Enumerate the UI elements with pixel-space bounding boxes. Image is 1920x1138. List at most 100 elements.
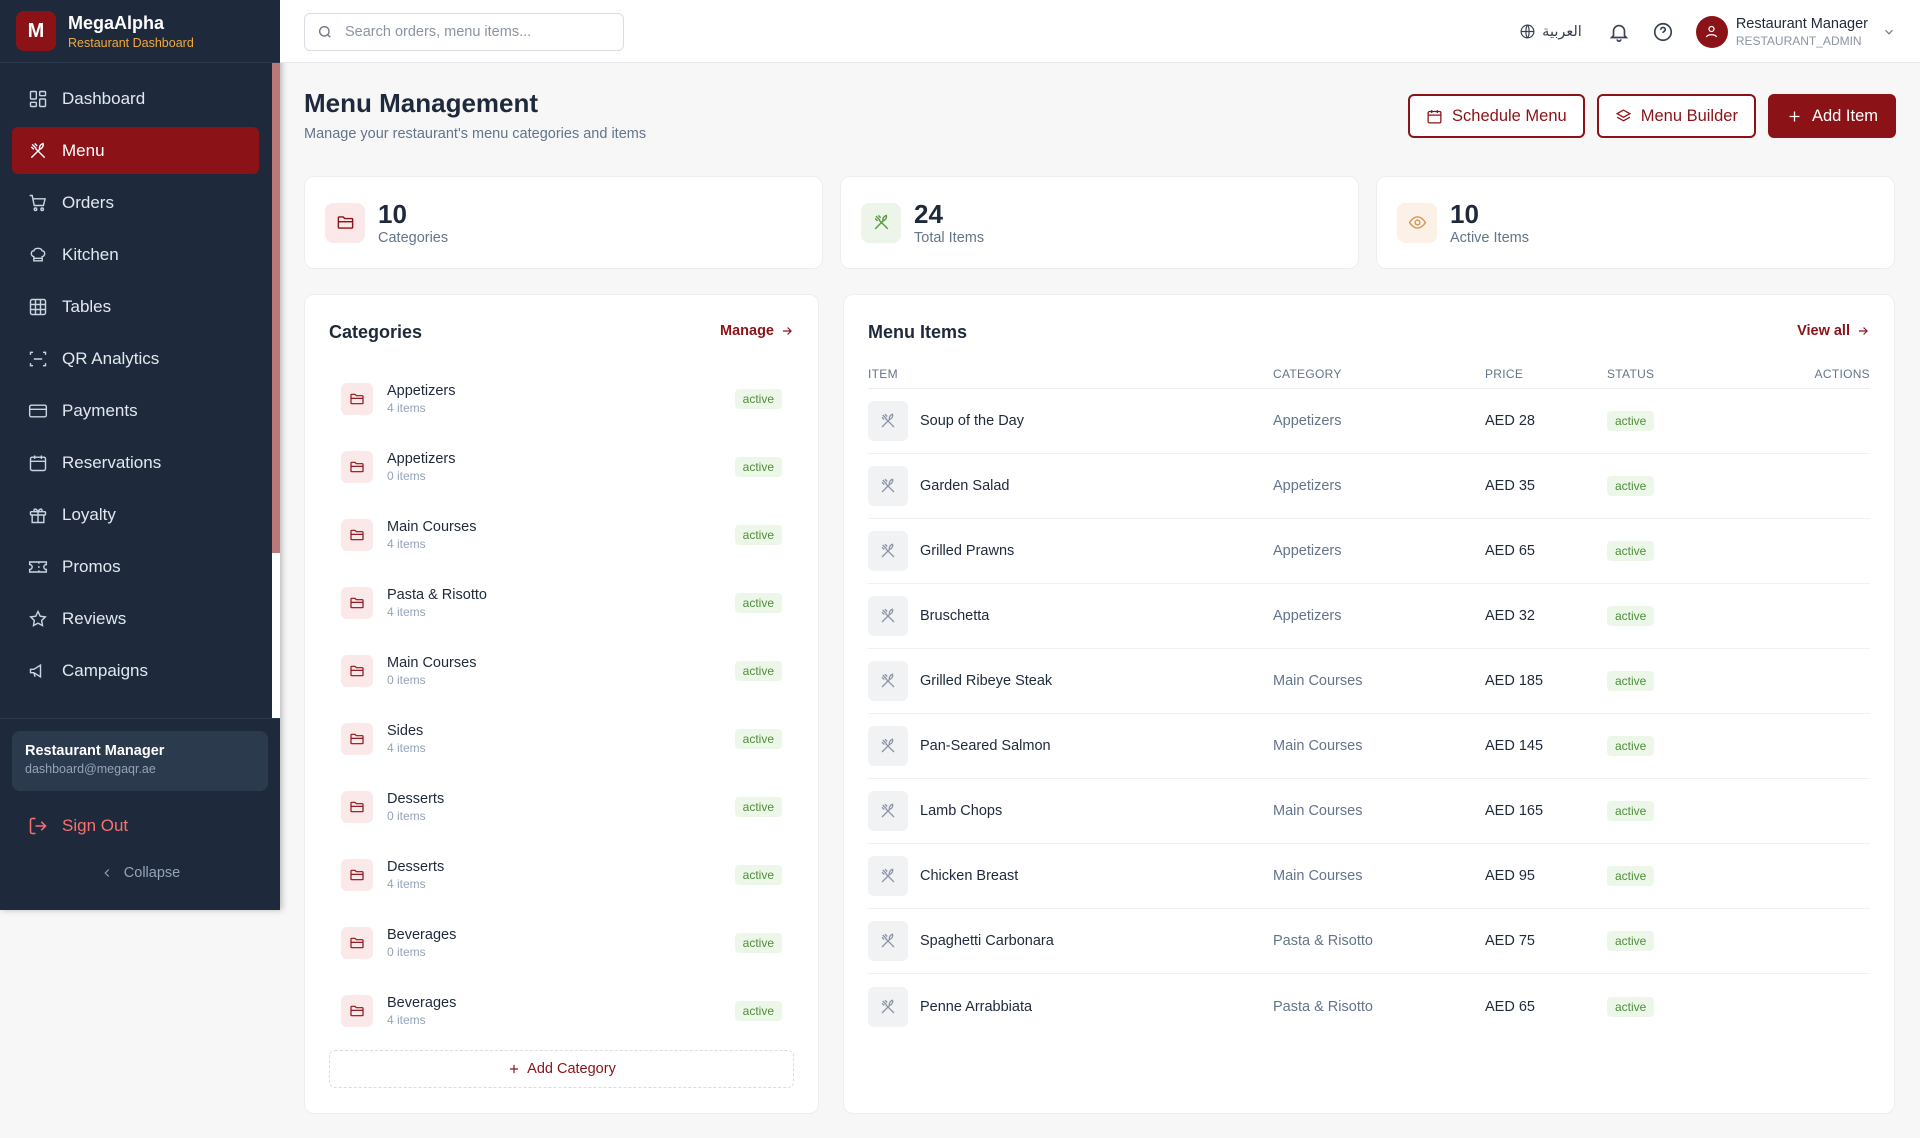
- menu-builder-label: Menu Builder: [1640, 106, 1738, 125]
- stat-label: Categories: [378, 229, 449, 246]
- sidebar-item-reservations[interactable]: Reservations: [12, 439, 259, 486]
- table-row[interactable]: Grilled Prawns Appetizers AED 65 active: [868, 519, 1870, 584]
- list-item[interactable]: Sides 4 items active: [329, 705, 794, 773]
- list-item[interactable]: Appetizers 4 items active: [329, 365, 794, 433]
- table-row[interactable]: Grilled Ribeye Steak Main Courses AED 18…: [868, 649, 1870, 714]
- language-switcher[interactable]: العربية: [1519, 23, 1582, 40]
- search-box[interactable]: [304, 13, 624, 51]
- stat-label: Total Items: [914, 229, 985, 246]
- category-name: Sides: [387, 723, 424, 739]
- item-category: Main Courses: [1273, 803, 1363, 819]
- brand[interactable]: M MegaAlpha Restaurant Dashboard: [0, 0, 280, 63]
- status-badge: active: [734, 729, 782, 749]
- item-price: AED 65: [1485, 998, 1535, 1015]
- item-name: Penne Arrabbiata: [920, 998, 1033, 1015]
- table-row[interactable]: Bruschetta Appetizers AED 32 active: [868, 584, 1870, 649]
- utensils-icon: [30, 142, 46, 158]
- table-row[interactable]: Penne Arrabbiata Pasta & Risotto AED 65 …: [868, 974, 1870, 1039]
- sidebar-item-tables[interactable]: Tables: [12, 283, 259, 330]
- qr-scan-icon: [29, 351, 47, 366]
- sidebar-item-reviews[interactable]: Reviews: [12, 595, 259, 642]
- sidebar-scrollbar[interactable]: [272, 63, 280, 718]
- list-item[interactable]: Pasta & Risotto 4 items active: [329, 569, 794, 637]
- sign-out-label: Sign Out: [62, 816, 129, 835]
- table-row[interactable]: Lamb Chops Main Courses AED 165 active: [868, 779, 1870, 844]
- menu-builder-button[interactable]: Menu Builder: [1596, 94, 1756, 138]
- credit-card-icon: [28, 403, 48, 418]
- folder-icon: [350, 461, 364, 473]
- sidebar-item-qr-analytics[interactable]: QR Analytics: [12, 335, 259, 382]
- table-row[interactable]: Spaghetti Carbonara Pasta & Risotto AED …: [868, 909, 1870, 974]
- add-item-button[interactable]: Add Item: [1767, 94, 1896, 138]
- category-count: 4 items: [387, 877, 426, 891]
- help-icon[interactable]: [1652, 21, 1674, 43]
- category-icon-box: [341, 859, 373, 891]
- bell-icon[interactable]: [1608, 21, 1630, 43]
- sidebar-item-campaigns[interactable]: Campaigns: [12, 647, 259, 694]
- view-all-link[interactable]: View all: [1797, 323, 1870, 339]
- sidebar-item-menu[interactable]: Menu: [12, 127, 259, 174]
- list-item[interactable]: Main Courses 0 items active: [329, 637, 794, 705]
- brand-subtitle: Restaurant Dashboard: [68, 35, 194, 50]
- item-name: Lamb Chops: [920, 803, 1003, 819]
- list-item[interactable]: Beverages 0 items active: [329, 909, 794, 977]
- sidebar-item-promos[interactable]: Promos: [12, 543, 259, 590]
- category-icon-box: [341, 927, 373, 959]
- category-name: Desserts: [387, 859, 445, 875]
- category-name: Appetizers: [387, 451, 456, 467]
- column-header-category[interactable]: CATEGORY: [1273, 366, 1342, 381]
- sidebar-item-dashboard[interactable]: Dashboard: [12, 75, 259, 122]
- table-row[interactable]: Garden Salad Appetizers AED 35 active: [868, 454, 1870, 519]
- list-item[interactable]: Appetizers 0 items active: [329, 433, 794, 501]
- brand-name: MegaAlpha: [68, 12, 165, 33]
- sidebar-nav: Dashboard Menu Orders Kitchen Tables QR …: [0, 63, 280, 718]
- item-category: Pasta & Risotto: [1273, 933, 1373, 949]
- sidebar-item-payments[interactable]: Payments: [12, 387, 259, 434]
- sidebar-item-kitchen[interactable]: Kitchen: [12, 231, 259, 278]
- column-header-item[interactable]: ITEM: [868, 366, 898, 381]
- brand-logo: M: [16, 11, 56, 51]
- sidebar-item-label: Payments: [62, 400, 138, 420]
- status-badge: active: [734, 525, 782, 545]
- utensils-icon: [881, 413, 895, 428]
- collapse-button[interactable]: Collapse: [12, 851, 268, 895]
- profile-menu[interactable]: Restaurant Manager RESTAURANT_ADMIN: [1695, 15, 1896, 48]
- item-price: AED 75: [1485, 933, 1535, 949]
- status-badge: active: [734, 797, 782, 817]
- search-input[interactable]: [345, 24, 605, 40]
- table-row[interactable]: Chicken Breast Main Courses AED 95 activ…: [868, 844, 1870, 909]
- add-category-button[interactable]: Add Category: [329, 1050, 794, 1088]
- schedule-menu-button[interactable]: Schedule Menu: [1408, 94, 1585, 138]
- avatar: [1695, 15, 1728, 48]
- sidebar-scrollbar-thumb[interactable]: [272, 63, 280, 553]
- status-badge: active: [1607, 931, 1655, 951]
- sidebar-item-loyalty[interactable]: Loyalty: [12, 491, 259, 538]
- table-row[interactable]: Soup of the Day Appetizers AED 28 active: [868, 389, 1870, 454]
- manage-categories-link[interactable]: Manage: [720, 323, 794, 339]
- category-icon-box: [341, 519, 373, 551]
- column-header-price[interactable]: PRICE: [1485, 366, 1524, 381]
- category-icon-box: [341, 655, 373, 687]
- list-item[interactable]: Desserts 4 items active: [329, 841, 794, 909]
- category-name: Beverages: [387, 995, 457, 1011]
- status-badge: active: [734, 661, 782, 681]
- category-icon-box: [341, 587, 373, 619]
- list-item[interactable]: Beverages 4 items active: [329, 977, 794, 1045]
- table-row[interactable]: Pan-Seared Salmon Main Courses AED 145 a…: [868, 714, 1870, 779]
- list-item[interactable]: Desserts 0 items active: [329, 773, 794, 841]
- list-item[interactable]: Main Courses 4 items active: [329, 501, 794, 569]
- table-header: ITEM CATEGORY PRICE STATUS ACTIONS: [868, 359, 1870, 389]
- sign-out-button[interactable]: Sign Out: [12, 801, 268, 851]
- user-card[interactable]: Restaurant Manager dashboard@megaqr.ae: [12, 731, 268, 791]
- stat-label: Active Items: [1450, 229, 1529, 246]
- column-header-status[interactable]: STATUS: [1607, 366, 1655, 381]
- category-name: Main Courses: [387, 655, 477, 671]
- category-icon-box: [341, 723, 373, 755]
- item-price: AED 28: [1485, 413, 1535, 429]
- sidebar-item-orders[interactable]: Orders: [12, 179, 259, 226]
- calendar-icon: [1427, 109, 1442, 124]
- category-count: 4 items: [387, 605, 426, 619]
- menu-items-title: Menu Items: [868, 322, 968, 342]
- grid-icon: [29, 298, 47, 315]
- stat-value: 24: [914, 198, 943, 229]
